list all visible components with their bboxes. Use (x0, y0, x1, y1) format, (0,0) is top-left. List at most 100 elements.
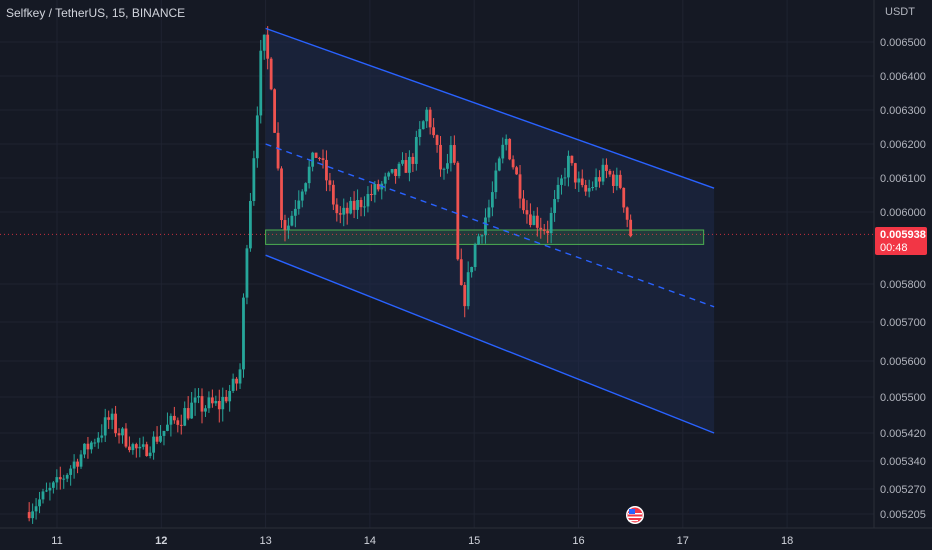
candle-body (549, 212, 553, 234)
candle-body (183, 408, 187, 426)
candle-body (69, 468, 73, 475)
candle-body (207, 397, 211, 409)
candle-body (89, 442, 93, 450)
y-tick-label: 0.005800 (880, 279, 926, 291)
candle-body (179, 424, 183, 426)
candle-body (193, 397, 197, 403)
candle-body (497, 158, 501, 171)
candles (27, 26, 633, 524)
candle-body (359, 199, 363, 208)
candle-body (148, 452, 152, 456)
candle-body (525, 210, 529, 215)
y-tick-label: 0.006300 (880, 105, 926, 117)
candle-body (539, 227, 543, 230)
candle-body (217, 401, 221, 410)
candle-body (262, 34, 266, 51)
candle-body (228, 390, 232, 402)
y-tick-label: 0.005500 (880, 392, 926, 404)
candle-body (162, 430, 166, 436)
candle-body (176, 420, 180, 425)
candle-body (529, 214, 532, 225)
candle-body (369, 193, 373, 195)
candle-body (145, 444, 149, 456)
candle-body (508, 138, 512, 160)
candle-body (186, 408, 190, 419)
candle-body (290, 215, 294, 226)
candle-body (231, 378, 235, 391)
channel-area (265, 28, 715, 434)
candle-body (210, 397, 214, 404)
channel-lower-line[interactable] (265, 254, 715, 434)
y-tick-label: 0.005340 (880, 456, 926, 468)
candle-body (587, 188, 591, 192)
candle-body (172, 415, 176, 421)
candle-body (591, 186, 595, 189)
candle-body (266, 34, 270, 59)
candle-body (570, 155, 574, 164)
candle-body (459, 259, 463, 286)
y-tick-label: 0.006000 (880, 207, 926, 219)
candle-body (280, 168, 283, 221)
chart-title: Selfkey / TetherUS, 15, BINANCE (6, 6, 186, 20)
y-tick-label: 0.006200 (880, 139, 926, 151)
candle-body (96, 437, 100, 443)
candle-body (518, 174, 522, 199)
candle-body (449, 145, 453, 164)
channel-middle-line[interactable] (265, 143, 715, 308)
candle-body (41, 491, 45, 500)
candle-body (511, 159, 515, 168)
x-tick-label: 16 (572, 535, 584, 547)
candle-body (584, 185, 588, 192)
candle-body (331, 184, 335, 205)
us-flag-icon[interactable] (626, 506, 644, 524)
candle-body (204, 408, 207, 412)
candle-body (573, 163, 577, 183)
candle-body (470, 267, 474, 273)
candle-body (31, 511, 35, 519)
candle-body (200, 396, 204, 412)
candle-body (103, 417, 107, 436)
candle-body (414, 137, 418, 164)
candle-body (138, 446, 142, 449)
candle-body (107, 417, 111, 420)
candle-body (560, 178, 563, 185)
candle-body (373, 184, 377, 195)
candle-body (83, 443, 86, 455)
candle-body (273, 89, 276, 133)
candle-body (224, 396, 228, 402)
candle-body (556, 184, 560, 200)
candle-body (622, 187, 626, 208)
candle-body (376, 184, 380, 190)
y-tick-label: 0.006500 (880, 37, 926, 49)
candle-body (439, 144, 442, 170)
candle-body (383, 176, 387, 184)
candle-body (577, 178, 581, 183)
y-tick-label: 0.006400 (880, 71, 926, 83)
candle-body (245, 248, 249, 298)
candle-body (283, 220, 287, 230)
candle-body (197, 396, 200, 398)
candle-body (446, 163, 449, 169)
channel-fill (265, 28, 715, 434)
y-tick-label: 0.005420 (880, 428, 926, 440)
candle-body (397, 163, 401, 176)
x-axis-ticks: 11 12 13 14 15 16 17 18 (51, 535, 793, 547)
candle-body (152, 436, 156, 453)
candle-body (601, 164, 605, 182)
channel-upper-line[interactable] (265, 27, 715, 189)
candle-body (490, 192, 494, 208)
candle-body (155, 436, 159, 442)
candle-body (51, 482, 55, 488)
candle-body (131, 444, 135, 451)
x-tick-label: 14 (364, 535, 376, 547)
candle-body (214, 401, 218, 404)
price-axis[interactable] (874, 0, 932, 550)
time-axis[interactable] (0, 528, 932, 550)
candle-body (515, 167, 518, 175)
candle-body (110, 413, 114, 420)
channel-lines[interactable] (265, 27, 715, 434)
x-tick-label: 15 (468, 535, 480, 547)
candle-body (100, 435, 104, 438)
candle-body (366, 193, 370, 207)
